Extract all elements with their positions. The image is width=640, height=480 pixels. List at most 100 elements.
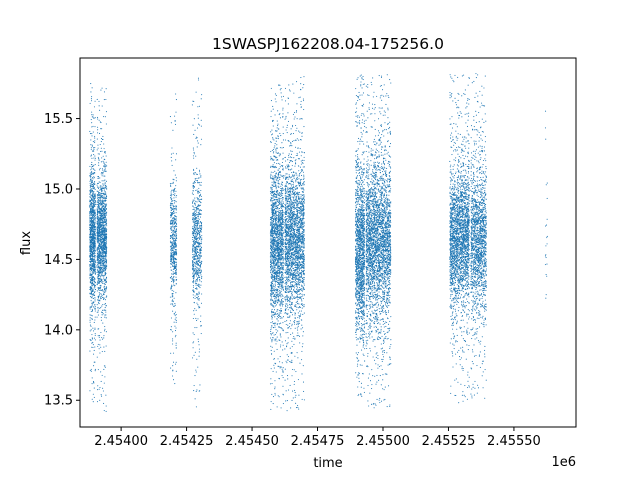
data-point (102, 214, 104, 216)
data-point (90, 210, 92, 212)
data-point (104, 328, 106, 330)
data-point (96, 277, 98, 279)
data-point (172, 181, 174, 183)
data-point (199, 228, 201, 230)
data-point (171, 194, 173, 196)
data-point (192, 213, 194, 215)
data-point (276, 318, 278, 320)
data-point (97, 257, 99, 259)
data-point (280, 210, 282, 212)
data-point (100, 298, 102, 300)
data-point (100, 280, 102, 282)
data-point (274, 386, 276, 388)
data-point (97, 273, 99, 276)
data-point (271, 256, 273, 258)
data-point (192, 206, 194, 208)
data-point (199, 194, 201, 196)
data-point (100, 226, 102, 228)
data-point (90, 306, 92, 308)
data-point (94, 255, 96, 257)
data-point (100, 218, 102, 220)
data-point (193, 248, 195, 250)
data-point (192, 231, 195, 233)
data-point (279, 235, 281, 237)
data-point (170, 317, 172, 319)
data-point (93, 237, 96, 240)
data-point (282, 107, 284, 109)
data-point (106, 264, 108, 266)
data-point (98, 268, 100, 270)
data-point (175, 196, 177, 198)
data-point (105, 259, 107, 261)
data-point (172, 245, 174, 247)
data-point (96, 149, 98, 151)
data-point (90, 204, 92, 206)
data-point (195, 208, 197, 210)
data-point (174, 225, 176, 227)
data-point (279, 198, 281, 200)
data-point (200, 225, 202, 227)
data-point (271, 187, 273, 189)
data-point (98, 270, 100, 272)
data-point (94, 200, 96, 202)
data-point (89, 174, 92, 176)
data-point (103, 276, 105, 278)
data-point (273, 179, 275, 181)
data-point (174, 241, 176, 243)
data-point (193, 208, 195, 210)
data-point (91, 185, 93, 187)
data-point (94, 147, 96, 149)
data-point (89, 216, 91, 218)
data-point (194, 251, 196, 253)
data-point (101, 203, 103, 205)
data-point (93, 188, 95, 190)
data-point (102, 190, 104, 192)
data-point (97, 296, 99, 298)
data-point (89, 273, 91, 275)
data-point (193, 232, 195, 234)
data-point (93, 154, 95, 156)
data-point (175, 224, 178, 226)
data-point (105, 161, 107, 163)
data-point (175, 292, 177, 294)
data-point (170, 195, 172, 197)
data-point (196, 389, 198, 391)
data-point (94, 256, 96, 258)
data-point (104, 236, 106, 239)
data-point (195, 390, 197, 392)
data-point (101, 202, 104, 204)
data-point (194, 225, 196, 227)
data-point (278, 377, 280, 379)
data-point (89, 218, 91, 220)
data-point (102, 387, 104, 389)
data-point (281, 341, 283, 343)
data-point (94, 310, 96, 312)
data-point (194, 237, 197, 239)
data-point (94, 252, 96, 254)
data-point (105, 262, 107, 264)
data-point (195, 239, 198, 241)
data-point (278, 283, 280, 285)
data-point (194, 206, 196, 209)
data-point (99, 256, 101, 258)
data-point (200, 325, 202, 327)
data-point (196, 179, 198, 182)
data-point (101, 279, 103, 281)
data-point (274, 340, 276, 342)
data-point (93, 294, 95, 296)
data-point (277, 330, 279, 332)
data-point (193, 341, 195, 343)
data-point (199, 280, 201, 282)
data-point (98, 105, 100, 107)
data-point (199, 124, 201, 126)
data-point (105, 192, 107, 194)
data-point (94, 249, 96, 251)
data-point (91, 180, 93, 182)
data-point (100, 225, 102, 227)
data-point (92, 114, 94, 116)
data-point (96, 265, 98, 267)
data-point (93, 244, 95, 246)
data-point (270, 87, 272, 89)
data-point (99, 109, 101, 111)
data-point (273, 314, 275, 316)
